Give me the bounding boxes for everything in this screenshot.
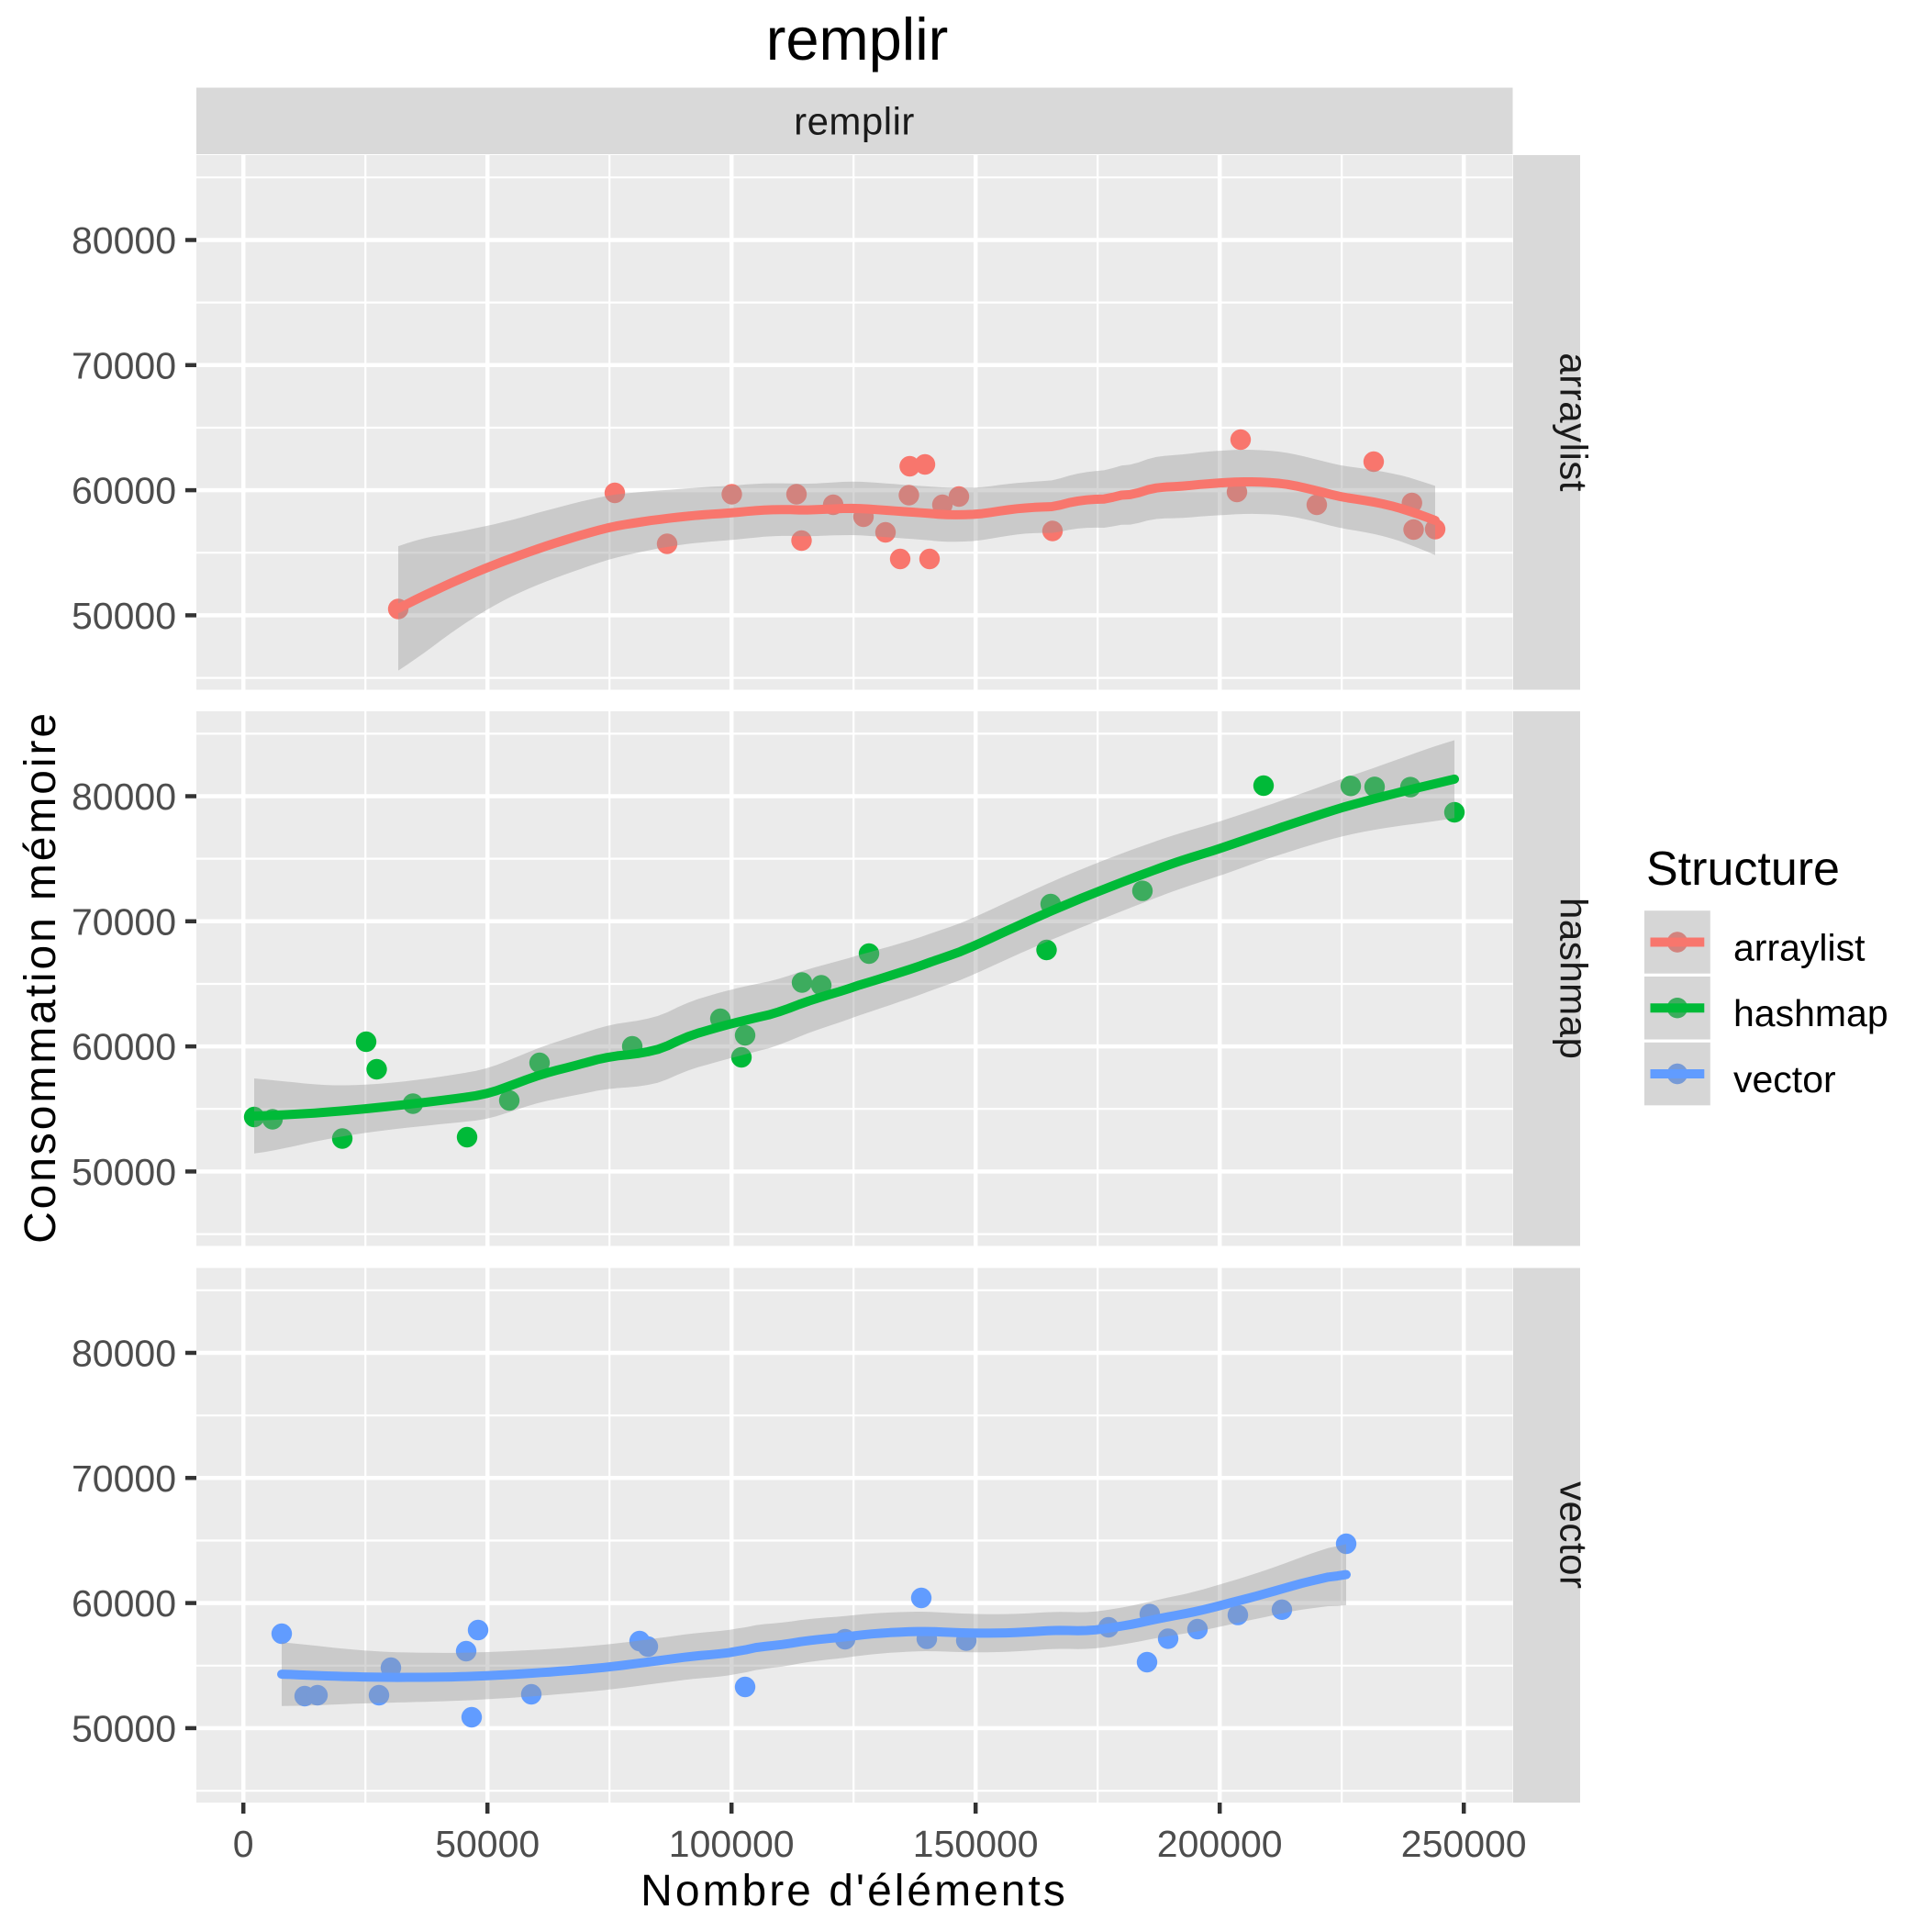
- svg-text:60000: 60000: [72, 1026, 176, 1068]
- svg-text:250000: 250000: [1401, 1823, 1527, 1865]
- svg-text:70000: 70000: [72, 1457, 176, 1500]
- svg-text:70000: 70000: [72, 900, 176, 943]
- svg-text:80000: 80000: [72, 219, 176, 262]
- svg-text:remplir: remplir: [794, 100, 915, 143]
- svg-text:hashmap: hashmap: [1733, 992, 1888, 1034]
- svg-text:60000: 60000: [72, 1582, 176, 1625]
- svg-text:200000: 200000: [1157, 1823, 1283, 1865]
- svg-text:arraylist: arraylist: [1553, 352, 1596, 492]
- svg-text:50000: 50000: [72, 595, 176, 637]
- svg-text:hashmap: hashmap: [1553, 898, 1596, 1059]
- svg-text:vector: vector: [1553, 1481, 1596, 1589]
- svg-text:50000: 50000: [72, 1707, 176, 1749]
- svg-text:100000: 100000: [669, 1823, 795, 1865]
- svg-text:vector: vector: [1733, 1058, 1836, 1100]
- svg-text:arraylist: arraylist: [1733, 927, 1866, 969]
- svg-text:Nombre d'éléments: Nombre d'éléments: [640, 1867, 1068, 1915]
- svg-text:Consommation mémoire: Consommation mémoire: [17, 710, 65, 1244]
- svg-text:70000: 70000: [72, 344, 176, 386]
- svg-text:80000: 80000: [72, 776, 176, 818]
- svg-text:50000: 50000: [435, 1823, 540, 1865]
- svg-text:50000: 50000: [72, 1151, 176, 1193]
- svg-text:150000: 150000: [913, 1823, 1039, 1865]
- svg-text:remplir: remplir: [766, 6, 949, 73]
- svg-text:0: 0: [233, 1823, 254, 1865]
- svg-text:Structure: Structure: [1646, 843, 1840, 896]
- svg-text:80000: 80000: [72, 1333, 176, 1375]
- svg-text:60000: 60000: [72, 470, 176, 512]
